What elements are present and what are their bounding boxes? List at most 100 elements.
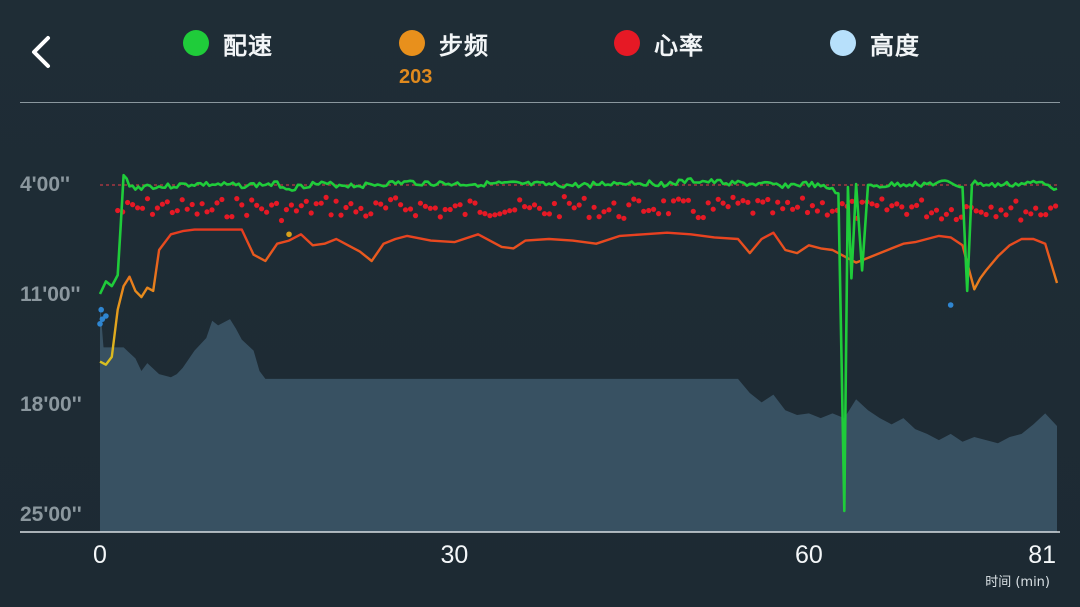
heart-rate-point — [164, 199, 170, 205]
heart-rate-point — [531, 202, 538, 208]
heart-rate-point — [740, 198, 746, 204]
heart-rate-point — [641, 208, 647, 214]
legend-pace-label: 配速 — [223, 31, 273, 60]
heart-rate-point — [909, 204, 915, 210]
x-axis-label: 时间 (min) — [985, 575, 1050, 590]
heart-rate-point — [869, 201, 875, 207]
heart-rate-point — [338, 212, 344, 218]
heart-rate-point — [616, 214, 622, 220]
heart-rate-point — [556, 214, 563, 220]
heart-rate-point — [780, 206, 786, 212]
x-tick-label: 60 — [795, 541, 823, 569]
heart-rate-point — [1028, 211, 1034, 217]
legend-pace[interactable]: 配速 — [183, 26, 273, 60]
heart-rate-point — [154, 205, 160, 211]
header-divider — [20, 102, 1060, 103]
heart-rate-point — [298, 203, 304, 209]
heart-rate-point — [988, 204, 994, 210]
heart-rate-point — [507, 208, 513, 214]
heart-rate-point — [149, 211, 156, 217]
heart-rate-point — [97, 321, 103, 327]
heart-rate-point — [730, 194, 736, 200]
heart-rate-point — [536, 205, 543, 211]
legend-altitude[interactable]: 高度 — [830, 26, 920, 60]
heart-rate-point — [904, 211, 910, 217]
legend-altitude-label: 高度 — [870, 31, 920, 60]
heart-rate-point — [571, 205, 577, 211]
heart-rate-point — [750, 210, 756, 216]
heart-rate-point — [924, 214, 930, 220]
heart-rate-point — [517, 197, 523, 203]
altitude-area — [100, 303, 1057, 532]
heart-rate-point — [229, 214, 235, 220]
heart-rate-point — [398, 202, 404, 208]
heart-rate-point — [244, 212, 250, 218]
heart-rate-point — [1038, 212, 1044, 218]
heart-rate-point — [720, 200, 726, 206]
y-tick-label: 4'00'' — [20, 173, 70, 196]
chevron-left-icon — [32, 36, 50, 68]
cadence-readout: 203 — [399, 66, 433, 88]
heart-rate-point — [477, 209, 483, 215]
heart-rate-point — [884, 207, 890, 213]
heart-rate-point — [98, 306, 104, 313]
legend-heart-rate[interactable]: 心率 — [614, 26, 704, 60]
heart-rate-point — [626, 202, 632, 208]
heart-rate-point — [179, 197, 185, 203]
heart-rate-point — [551, 200, 558, 207]
heart-rate-point — [804, 209, 811, 216]
heart-rate-point — [234, 196, 240, 202]
heart-rate-point — [546, 211, 553, 217]
heart-rate-point — [919, 197, 925, 203]
legend-heart-rate-label: 心率 — [654, 31, 704, 60]
heart-rate-point — [794, 204, 801, 210]
heart-rate-point — [849, 198, 855, 204]
heart-rate-point — [1033, 205, 1039, 211]
heart-rate-point — [586, 214, 592, 220]
heart-rate-point — [522, 204, 528, 210]
heart-rate-point — [487, 213, 493, 219]
heart-rate-point — [348, 201, 354, 207]
heart-rate-point — [859, 199, 865, 205]
legend-altitude-dot — [830, 30, 856, 56]
legend-cadence[interactable]: 步频 — [399, 26, 489, 60]
heart-rate-point — [278, 217, 285, 224]
heart-rate-point — [174, 208, 180, 214]
heart-rate-point — [189, 201, 195, 208]
back-button[interactable] — [26, 34, 56, 70]
heart-rate-point — [839, 201, 845, 207]
heart-rate-point — [437, 214, 443, 220]
heart-rate-point — [497, 211, 503, 217]
heart-rate-point — [249, 197, 255, 203]
heart-rate-point — [378, 201, 384, 207]
heart-rate-point — [273, 200, 280, 206]
heart-rate-point — [824, 212, 830, 218]
heart-rate-point — [224, 214, 230, 220]
heart-rate-point — [928, 210, 935, 216]
heart-rate-point — [135, 205, 141, 211]
heart-rate-point — [269, 202, 275, 208]
heart-rate-point — [288, 202, 294, 208]
heart-rate-point — [899, 204, 905, 210]
heart-rate-point — [159, 201, 165, 207]
heart-rate-point — [130, 202, 136, 208]
heart-rate-point — [333, 198, 339, 204]
heart-rate-point — [725, 204, 731, 210]
heart-rate-point — [591, 204, 597, 210]
heart-rate-point — [705, 200, 711, 206]
heart-rate-point — [169, 209, 175, 216]
heart-rate-point — [978, 209, 984, 215]
heart-rate-point — [894, 201, 900, 207]
cadence-line — [99, 228, 1059, 366]
heart-rate-point — [680, 198, 687, 204]
heart-rate-point — [457, 202, 463, 208]
heart-rate-point — [947, 302, 954, 308]
heart-rate-point — [601, 209, 607, 215]
heart-rate-point — [690, 208, 696, 214]
heart-rate-point — [447, 206, 453, 213]
heart-rate-point — [512, 207, 518, 213]
heart-rate-point — [417, 200, 423, 206]
heart-rate-point — [566, 200, 572, 206]
heart-rate-point — [452, 203, 458, 209]
